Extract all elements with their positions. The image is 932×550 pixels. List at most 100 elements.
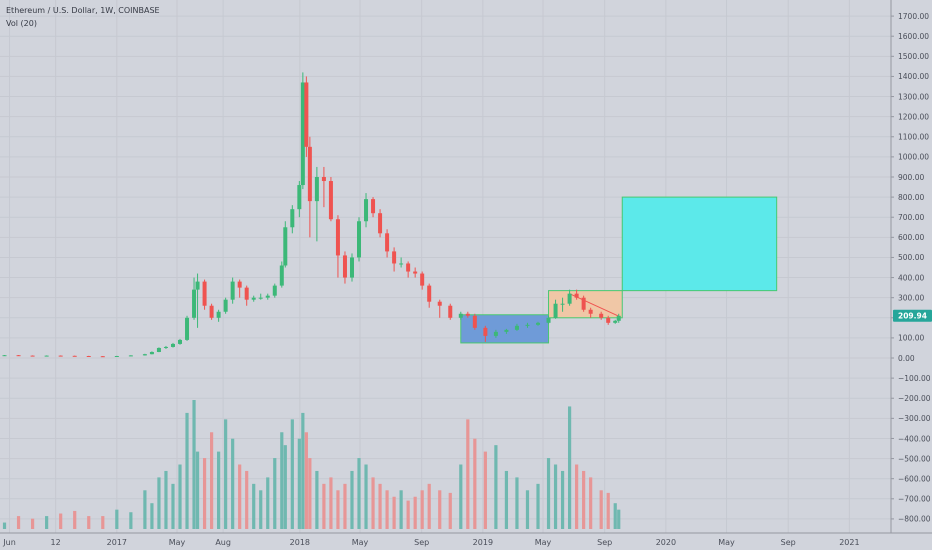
volume-bar	[546, 458, 551, 529]
candle-body	[251, 297, 256, 300]
volume-bar	[87, 516, 91, 529]
volume-bar	[473, 438, 477, 529]
x-tick-label: 2021	[839, 538, 859, 547]
x-tick-label: May	[352, 538, 369, 547]
y-tick-label: 800.00	[898, 193, 924, 202]
candle-body	[448, 305, 453, 318]
volume-bar	[483, 451, 487, 529]
volume-bar	[364, 464, 368, 529]
candle-body	[335, 219, 340, 256]
candle-body	[321, 176, 326, 182]
volume-bar	[224, 419, 228, 529]
candle-body	[283, 227, 288, 266]
x-tick-label: May	[535, 538, 552, 547]
volume-bar	[322, 483, 326, 529]
candle-body	[613, 320, 618, 323]
candle-body	[163, 346, 168, 348]
y-tick-label: 300.00	[898, 293, 924, 302]
candle-body	[223, 299, 228, 312]
volume-bar	[231, 438, 235, 529]
candle-body	[58, 355, 63, 357]
y-tick-label: 1600.00	[898, 32, 929, 41]
candle-body	[209, 305, 214, 318]
volume-bar	[16, 516, 21, 529]
volume-bar	[115, 509, 119, 529]
candle-body	[574, 293, 579, 298]
candle-body	[100, 356, 105, 358]
x-tick-label: Sep	[781, 538, 796, 547]
candle-body	[536, 322, 541, 325]
volume-bar	[459, 464, 463, 529]
candle-body	[413, 271, 418, 274]
candle-body	[142, 354, 147, 356]
volume-bar	[304, 432, 308, 529]
candle-body	[86, 356, 91, 358]
volume-bar	[448, 492, 452, 529]
y-tick-label: 500.00	[898, 253, 924, 262]
candle-body	[314, 176, 319, 202]
volume-bar	[30, 518, 35, 529]
candle-body	[156, 347, 161, 352]
y-tick-label: 1200.00	[898, 112, 929, 121]
volume-bar	[427, 483, 431, 529]
volume-bar	[308, 458, 312, 529]
y-tick-label: 0.00	[898, 354, 915, 363]
x-tick-label: 2019	[473, 538, 493, 547]
volume-bar	[101, 516, 105, 529]
volume-bar	[185, 412, 189, 529]
volume-bar	[504, 470, 509, 529]
y-tick-label: −800.00	[898, 515, 931, 524]
candle-body	[272, 285, 277, 296]
volume-bar	[357, 458, 361, 529]
x-tick-label: Sep	[414, 538, 429, 547]
volume-bar	[164, 470, 168, 529]
y-tick-label: 1400.00	[898, 72, 929, 81]
y-tick-label: −300.00	[898, 414, 931, 423]
candle-body	[237, 281, 242, 288]
candle-body	[307, 146, 312, 202]
candle-body	[567, 293, 572, 304]
y-tick-label: 900.00	[898, 173, 924, 182]
volume-bar	[392, 496, 396, 529]
volume-bar	[553, 464, 558, 529]
candle-body	[185, 317, 190, 340]
volume-indicator-label: Vol (20)	[6, 19, 37, 28]
volume-bar	[336, 490, 340, 529]
candle-body	[265, 295, 270, 298]
volume-bar	[420, 490, 424, 529]
candle-body	[427, 285, 432, 302]
candle-body	[244, 287, 249, 300]
volume-bar	[371, 477, 375, 529]
volume-bar	[195, 451, 200, 529]
volume-bar	[150, 503, 154, 529]
volume-bar	[613, 503, 617, 529]
volume-bar	[2, 522, 7, 529]
candles[interactable]	[2, 72, 621, 358]
candle-body	[606, 317, 611, 323]
y-tick-label: −400.00	[898, 434, 931, 443]
volume-bar	[301, 412, 305, 529]
candle-body	[493, 331, 498, 336]
candle-body	[72, 355, 77, 357]
candle-body	[364, 199, 369, 222]
y-tick-label: −600.00	[898, 474, 931, 483]
candle-body	[16, 355, 21, 357]
x-tick-label: 2018	[290, 538, 310, 547]
y-tick-label: 1100.00	[898, 133, 929, 142]
y-tick-label: 1000.00	[898, 153, 929, 162]
y-tick-label: 1700.00	[898, 12, 929, 21]
candle-body	[553, 303, 558, 318]
volume-bar	[589, 477, 593, 529]
candle-body	[399, 263, 404, 265]
volume-bar	[406, 500, 410, 529]
symbol-title: Ethereum / U.S. Dollar, 1W, COINBASE	[6, 6, 160, 15]
candle-body	[560, 303, 565, 305]
candle-body	[258, 297, 263, 299]
volume-bar	[73, 510, 77, 529]
candle-body	[378, 213, 383, 234]
last-price-tag	[893, 309, 932, 322]
volume-bar	[515, 477, 519, 529]
candle-body	[616, 315, 621, 321]
candle-body	[357, 221, 362, 258]
